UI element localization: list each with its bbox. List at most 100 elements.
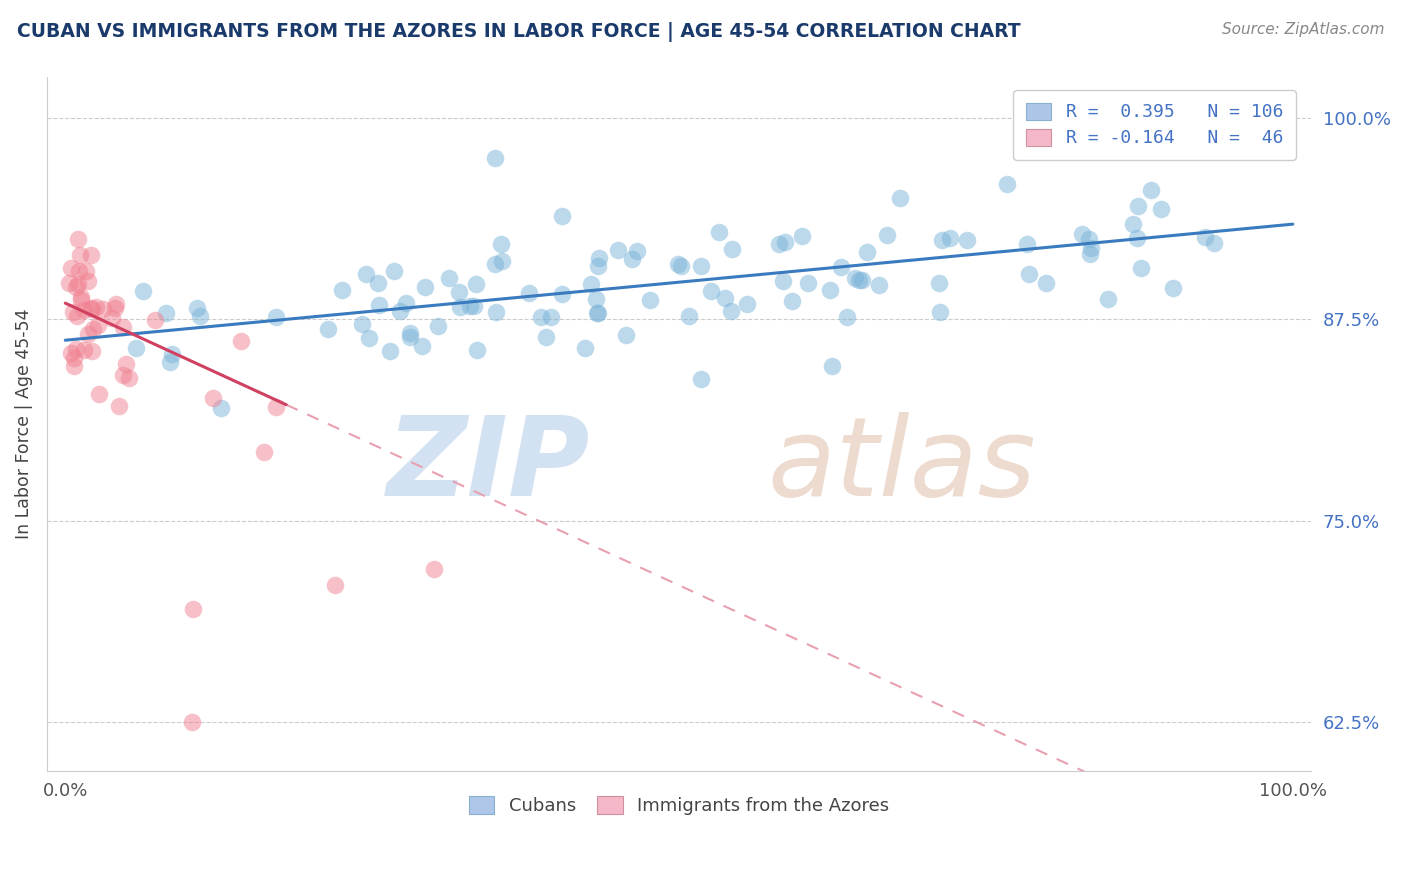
Point [76, 274, 98, 288]
Point [1140, 183, 1163, 197]
Point [844, 271, 866, 285]
Point [65, 343, 87, 357]
Point [780, 294, 803, 309]
Legend: Cubans, Immigrants from the Azores: Cubans, Immigrants from the Azores [460, 788, 898, 824]
Point [588, 251, 610, 265]
Point [357, 331, 380, 345]
Point [638, 293, 661, 307]
Point [73, 343, 96, 357]
Point [574, 342, 596, 356]
Point [792, 229, 814, 244]
Point [1204, 235, 1226, 250]
Point [87, 318, 110, 333]
Point [678, 310, 700, 324]
Point [89, 387, 111, 401]
Point [586, 306, 609, 320]
Point [105, 296, 128, 310]
Point [104, 301, 127, 315]
Point [491, 253, 513, 268]
Point [997, 177, 1019, 191]
Point [76, 326, 98, 341]
Point [112, 368, 135, 382]
Point [700, 285, 723, 299]
Point [720, 303, 742, 318]
Point [264, 401, 287, 415]
Point [1126, 230, 1149, 244]
Point [58, 277, 80, 291]
Point [422, 562, 444, 576]
Text: CUBAN VS IMMIGRANTS FROM THE AZORES IN LABOR FORCE | AGE 45-54 CORRELATION CHART: CUBAN VS IMMIGRANTS FROM THE AZORES IN L… [17, 22, 1021, 42]
Point [60, 261, 83, 276]
Point [316, 322, 339, 336]
Point [66, 309, 89, 323]
Point [201, 391, 224, 405]
Point [143, 312, 166, 326]
Point [889, 191, 911, 205]
Point [115, 358, 138, 372]
Point [66, 277, 89, 292]
Point [80, 344, 103, 359]
Point [551, 286, 574, 301]
Point [124, 341, 146, 355]
Point [671, 260, 693, 274]
Point [209, 401, 232, 415]
Point [330, 283, 353, 297]
Point [1035, 276, 1057, 290]
Point [190, 310, 212, 324]
Point [550, 209, 572, 223]
Point [73, 303, 96, 318]
Point [395, 296, 418, 310]
Point [229, 334, 252, 348]
Point [1078, 246, 1101, 260]
Point [411, 339, 433, 353]
Point [714, 291, 737, 305]
Y-axis label: In Labor Force | Age 45-54: In Labor Force | Age 45-54 [15, 309, 32, 540]
Text: Source: ZipAtlas.com: Source: ZipAtlas.com [1222, 22, 1385, 37]
Point [721, 242, 744, 256]
Point [931, 233, 953, 247]
Point [132, 284, 155, 298]
Point [186, 301, 208, 315]
Point [1015, 236, 1038, 251]
Point [581, 277, 603, 291]
Point [398, 330, 420, 344]
Point [65, 280, 87, 294]
Point [447, 285, 470, 299]
Point [929, 305, 952, 319]
Point [485, 305, 508, 319]
Point [585, 292, 607, 306]
Point [75, 264, 97, 278]
Text: ZIP: ZIP [387, 412, 591, 519]
Point [820, 359, 842, 373]
Point [1080, 241, 1102, 255]
Point [426, 319, 449, 334]
Point [868, 278, 890, 293]
Point [80, 248, 103, 262]
Point [352, 317, 374, 331]
Point [848, 273, 870, 287]
Point [449, 300, 471, 314]
Point [464, 277, 486, 291]
Point [60, 346, 83, 360]
Point [491, 237, 513, 252]
Point [735, 297, 758, 311]
Point [463, 299, 485, 313]
Point [91, 301, 114, 316]
Point [530, 310, 553, 324]
Point [773, 235, 796, 249]
Point [356, 267, 378, 281]
Point [70, 293, 93, 307]
Point [465, 343, 488, 358]
Point [62, 305, 84, 319]
Point [818, 283, 841, 297]
Point [536, 329, 558, 343]
Point [484, 151, 506, 165]
Text: atlas: atlas [768, 412, 1036, 519]
Point [1018, 267, 1040, 281]
Point [399, 326, 422, 341]
Point [266, 310, 288, 324]
Point [517, 286, 540, 301]
Point [540, 310, 562, 324]
Point [155, 306, 177, 320]
Point [108, 399, 131, 413]
